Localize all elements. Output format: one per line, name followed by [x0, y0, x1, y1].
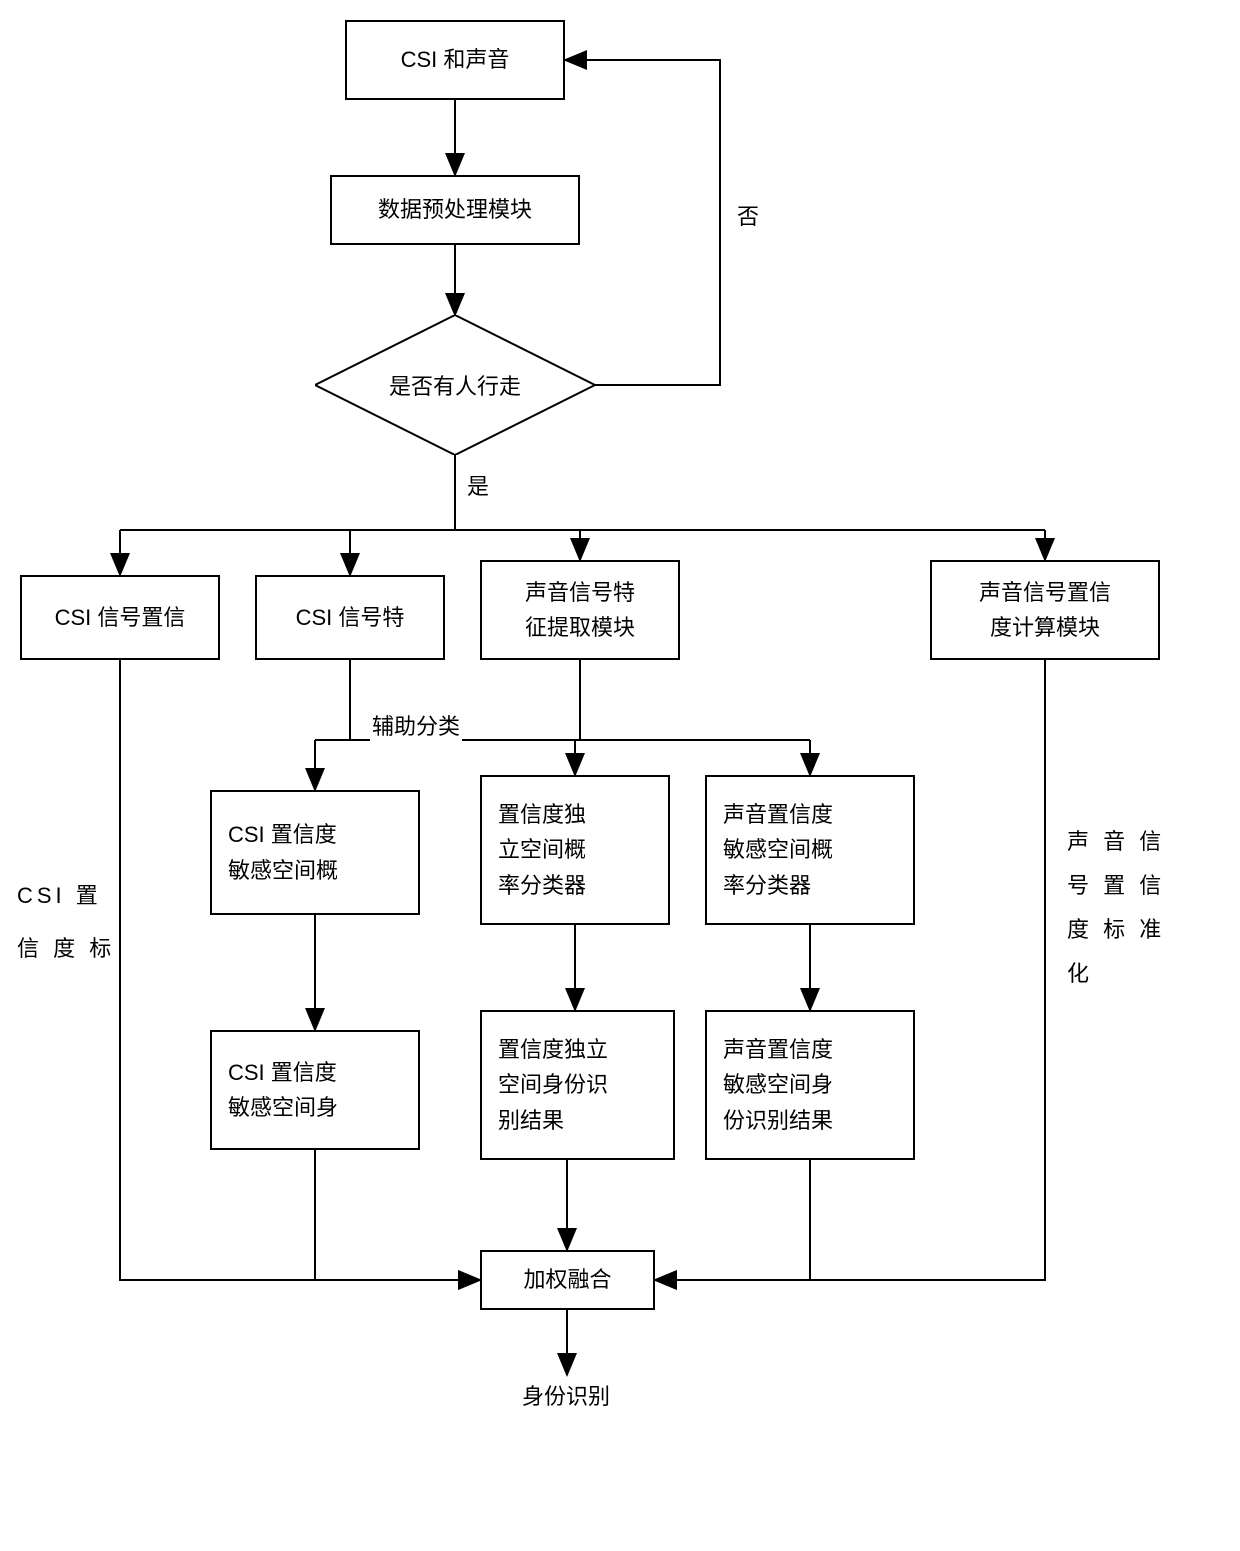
node-label: 声音信号置信 度计算模块	[979, 575, 1111, 645]
node-sound-conf-result: 声音置信度 敏感空间身 份识别结果	[705, 1010, 915, 1160]
node-label: 数据预处理模块	[378, 192, 532, 227]
node-label: CSI 和声音	[401, 42, 510, 77]
node-csi-conf-result: CSI 置信度 敏感空间身	[210, 1030, 420, 1150]
node-csi-conf-classifier: CSI 置信度 敏感空间概	[210, 790, 420, 915]
node-indep-result: 置信度独立 空间身份识 别结果	[480, 1010, 675, 1160]
node-csi-confidence: CSI 信号置信	[20, 575, 220, 660]
edge-label-aux: 辅助分类	[370, 710, 462, 743]
edge-label-csi-std: CSI 置 信 度 标	[15, 870, 117, 976]
node-label: 声音信号特 征提取模块	[525, 575, 635, 645]
node-label: 加权融合	[523, 1262, 611, 1297]
node-label: 声音置信度 敏感空间概 率分类器	[723, 797, 833, 903]
node-label: 置信度独立 空间身份识 别结果	[498, 1032, 608, 1138]
node-preprocess: 数据预处理模块	[330, 175, 580, 245]
node-csi-feature: CSI 信号特	[255, 575, 445, 660]
edge-label-sound-std: 声 音 信 号 置 信 度 标 准 化	[1065, 820, 1167, 996]
node-label: 置信度独 立空间概 率分类器	[498, 797, 586, 903]
node-label: CSI 信号特	[296, 600, 405, 635]
node-csi-sound: CSI 和声音	[345, 20, 565, 100]
edge-label-yes: 是	[465, 470, 491, 503]
node-sound-feature: 声音信号特 征提取模块	[480, 560, 680, 660]
node-decision-walking: 是否有人行走	[315, 315, 595, 455]
node-label: CSI 置信度 敏感空间概	[228, 817, 338, 887]
node-label: 身份识别	[522, 1384, 610, 1409]
node-sound-confidence: 声音信号置信 度计算模块	[930, 560, 1160, 660]
node-label: CSI 信号置信	[55, 600, 186, 635]
node-identity-result: 身份识别	[520, 1380, 612, 1413]
node-indep-classifier: 置信度独 立空间概 率分类器	[480, 775, 670, 925]
node-sound-conf-classifier: 声音置信度 敏感空间概 率分类器	[705, 775, 915, 925]
node-label: 声音置信度 敏感空间身 份识别结果	[723, 1032, 833, 1138]
node-label: CSI 置信度 敏感空间身	[228, 1055, 338, 1125]
node-weighted-fusion: 加权融合	[480, 1250, 655, 1310]
node-label: 是否有人行走	[389, 369, 521, 401]
edge-label-no: 否	[735, 200, 761, 233]
